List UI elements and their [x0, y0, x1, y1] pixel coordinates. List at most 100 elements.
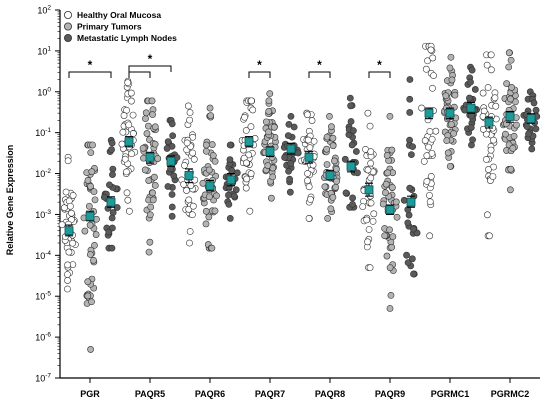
data-point [151, 140, 159, 148]
data-point [349, 194, 356, 202]
data-point [386, 264, 394, 272]
data-point [211, 157, 219, 165]
data-point [129, 130, 137, 137]
data-point [332, 183, 340, 191]
data-point [418, 104, 425, 112]
y-tick-label: 10-3 [35, 209, 51, 220]
data-point [443, 137, 451, 144]
data-point [287, 160, 295, 168]
mean-marker [526, 114, 536, 124]
legend-entry: Healthy Oral Mucosa [77, 10, 161, 20]
data-point [109, 224, 116, 232]
data-point [393, 213, 401, 221]
data-point [208, 244, 216, 252]
data-point [479, 113, 487, 120]
data-point [205, 213, 213, 221]
data-point [305, 183, 313, 191]
mean-marker [325, 171, 335, 180]
data-point [168, 212, 176, 220]
data-point [148, 97, 156, 105]
data-point [202, 147, 210, 155]
data-point [482, 130, 490, 138]
data-point [119, 128, 127, 136]
category-label: PAQR6 [195, 389, 225, 399]
data-point [106, 181, 113, 189]
mean-marker [445, 108, 455, 118]
data-point [482, 155, 490, 163]
legend-swatch [64, 34, 73, 43]
data-point [329, 193, 337, 201]
data-point [466, 94, 473, 102]
data-point [242, 127, 250, 134]
data-point [87, 346, 94, 353]
data-point [426, 191, 433, 199]
data-point [145, 248, 153, 256]
data-point [383, 252, 391, 260]
data-point [226, 215, 234, 222]
data-point [84, 177, 92, 184]
data-point [145, 177, 153, 184]
data-point [243, 175, 251, 183]
data-point [382, 180, 390, 188]
data-point [185, 196, 193, 204]
data-point [64, 285, 71, 293]
data-point [422, 65, 430, 73]
data-point [87, 182, 94, 190]
y-tick-label: 10-4 [35, 250, 51, 261]
data-point [364, 238, 371, 246]
legend-entry: Primary Tumors [77, 22, 142, 32]
data-point [306, 195, 314, 203]
data-point [151, 182, 159, 189]
data-point [342, 189, 350, 197]
data-point [370, 210, 378, 218]
data-point [447, 120, 455, 128]
data-point [388, 184, 396, 191]
data-point [66, 202, 74, 210]
data-point [118, 140, 126, 148]
data-point [139, 144, 147, 152]
data-point [428, 135, 436, 143]
data-point [406, 76, 414, 83]
data-point [124, 196, 132, 204]
data-point [328, 123, 335, 131]
data-point [366, 122, 374, 130]
data-point [349, 200, 356, 208]
data-point [58, 221, 66, 229]
data-point [389, 233, 397, 241]
data-point [354, 169, 361, 177]
data-point [367, 199, 375, 207]
data-point [146, 211, 154, 219]
data-point [208, 141, 216, 148]
data-point [108, 146, 115, 153]
data-point [410, 225, 417, 233]
data-point [487, 146, 495, 154]
data-point [184, 102, 192, 110]
significance-label: * [377, 58, 382, 72]
significance-bracket [308, 71, 331, 78]
mean-marker [166, 156, 176, 166]
data-point [308, 117, 316, 124]
data-point [211, 207, 219, 215]
data-point [163, 145, 171, 152]
data-point [168, 203, 176, 211]
data-point [403, 251, 410, 259]
data-point [64, 157, 72, 165]
mean-marker [85, 211, 95, 221]
data-point [304, 170, 311, 177]
significance-bracket [368, 71, 391, 78]
significance-bracket [128, 71, 151, 78]
data-point [507, 95, 514, 103]
data-point [505, 49, 513, 57]
mean-marker [505, 111, 515, 121]
data-point [532, 106, 540, 114]
data-point [209, 152, 217, 159]
legend-swatch [64, 10, 73, 19]
data-point [382, 189, 389, 197]
data-point [492, 102, 500, 110]
data-point [91, 196, 99, 204]
data-point [388, 243, 396, 251]
data-point [206, 193, 213, 201]
data-point [408, 255, 416, 263]
data-point [387, 291, 395, 299]
